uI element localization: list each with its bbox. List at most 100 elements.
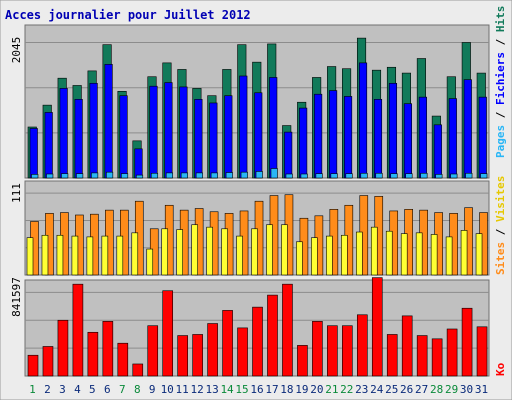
legend-kb: Ko xyxy=(494,362,507,376)
bar-pages xyxy=(29,128,38,179)
bar-kb xyxy=(57,319,69,377)
bar-sites xyxy=(445,236,453,276)
bar-files xyxy=(375,172,383,179)
bar-kb xyxy=(177,335,188,377)
bar-files xyxy=(480,173,488,179)
chart-title: Acces journalier pour Juillet 2012 xyxy=(5,8,251,22)
bar-kb xyxy=(371,277,383,377)
bar-files xyxy=(180,172,188,179)
bar-kb xyxy=(27,354,39,377)
bar-sites xyxy=(311,237,318,276)
bar-pages xyxy=(358,62,368,179)
x-tick-label: 21 xyxy=(325,383,338,396)
bar-files xyxy=(285,173,293,179)
x-tick-label: 29 xyxy=(445,383,458,396)
svg-text:Ko: Ko xyxy=(494,362,507,376)
x-tick-label: 15 xyxy=(235,383,248,396)
bar-pages xyxy=(403,103,412,179)
bar-kb xyxy=(476,326,488,377)
bar-sites xyxy=(131,232,139,276)
bar-files xyxy=(420,172,428,179)
bar-kb xyxy=(446,328,458,377)
bar-pages xyxy=(448,98,457,179)
legend-pages: Pages xyxy=(494,125,507,158)
bar-sites xyxy=(206,226,213,276)
bar-sites xyxy=(385,230,393,276)
visits-ymax-label: 111 xyxy=(10,183,23,203)
legend-bottom: Ko xyxy=(494,362,507,376)
bar-kb xyxy=(356,314,368,377)
bar-files xyxy=(106,171,114,179)
bar-kb xyxy=(102,321,114,377)
bar-pages xyxy=(284,131,293,179)
x-tick-label: 22 xyxy=(340,383,353,396)
bar-kb xyxy=(72,283,84,377)
bar-kb xyxy=(222,310,233,377)
bar-sites xyxy=(251,228,258,276)
bar-pages xyxy=(149,85,158,179)
bar-files xyxy=(435,174,443,179)
bar-sites xyxy=(191,224,198,276)
x-tick-label: 28 xyxy=(430,383,443,396)
svg-text:Sites / Visites: Sites / Visites xyxy=(494,176,507,275)
x-tick-label: 25 xyxy=(385,383,398,396)
bar-files xyxy=(46,173,54,179)
bar-sites xyxy=(415,232,423,276)
x-tick-label: 6 xyxy=(104,383,111,396)
x-tick-label: 10 xyxy=(161,383,174,396)
bar-files xyxy=(390,173,398,179)
bar-files xyxy=(150,172,159,179)
x-tick-label: 2 xyxy=(44,383,51,396)
bar-sites xyxy=(41,234,49,276)
bar-sites xyxy=(341,234,348,276)
bar-kb xyxy=(147,325,159,377)
bar-sites xyxy=(71,235,79,276)
bar-kb xyxy=(282,283,293,377)
bar-sites xyxy=(26,237,34,276)
x-tick-label: 18 xyxy=(280,383,293,396)
bar-sites xyxy=(101,235,109,276)
x-tick-label: 5 xyxy=(89,383,96,396)
bar-pages xyxy=(194,99,203,179)
bar-files xyxy=(195,172,203,179)
x-tick-label: 11 xyxy=(176,383,189,396)
bar-sites xyxy=(296,241,303,276)
bar-pages xyxy=(89,82,98,179)
bar-sites xyxy=(326,235,333,276)
bar-sites xyxy=(176,229,183,276)
x-tick-label: 20 xyxy=(310,383,323,396)
bar-files xyxy=(345,173,353,179)
x-tick-label: 13 xyxy=(205,383,218,396)
bar-pages xyxy=(239,75,248,179)
bar-files xyxy=(360,172,368,179)
x-tick-label: 26 xyxy=(400,383,413,396)
bar-pages xyxy=(254,92,263,179)
bar-pages xyxy=(478,96,487,179)
bar-kb xyxy=(42,346,54,377)
bar-pages xyxy=(164,82,173,179)
bar-files xyxy=(61,173,69,179)
bar-files xyxy=(315,173,323,179)
bar-kb xyxy=(132,363,144,377)
bar-kb xyxy=(267,294,278,377)
bar-kb xyxy=(386,334,398,377)
bar-pages xyxy=(418,96,427,179)
bar-files xyxy=(225,172,233,179)
bar-sites xyxy=(116,235,124,276)
bar-files xyxy=(465,172,473,179)
bar-kb xyxy=(192,334,203,377)
bar-files xyxy=(31,174,39,179)
bar-kb xyxy=(237,327,248,377)
bar-pages xyxy=(134,148,143,179)
bar-pages xyxy=(224,95,233,179)
bar-sites xyxy=(430,234,438,276)
x-tick-label: 3 xyxy=(59,383,66,396)
panel-visits xyxy=(24,180,490,276)
bar-pages xyxy=(314,93,323,179)
x-tick-label: 31 xyxy=(475,383,488,396)
x-tick-label: 17 xyxy=(265,383,278,396)
bar-pages xyxy=(269,77,278,179)
bar-kb xyxy=(162,290,174,377)
bar-files xyxy=(76,173,84,179)
